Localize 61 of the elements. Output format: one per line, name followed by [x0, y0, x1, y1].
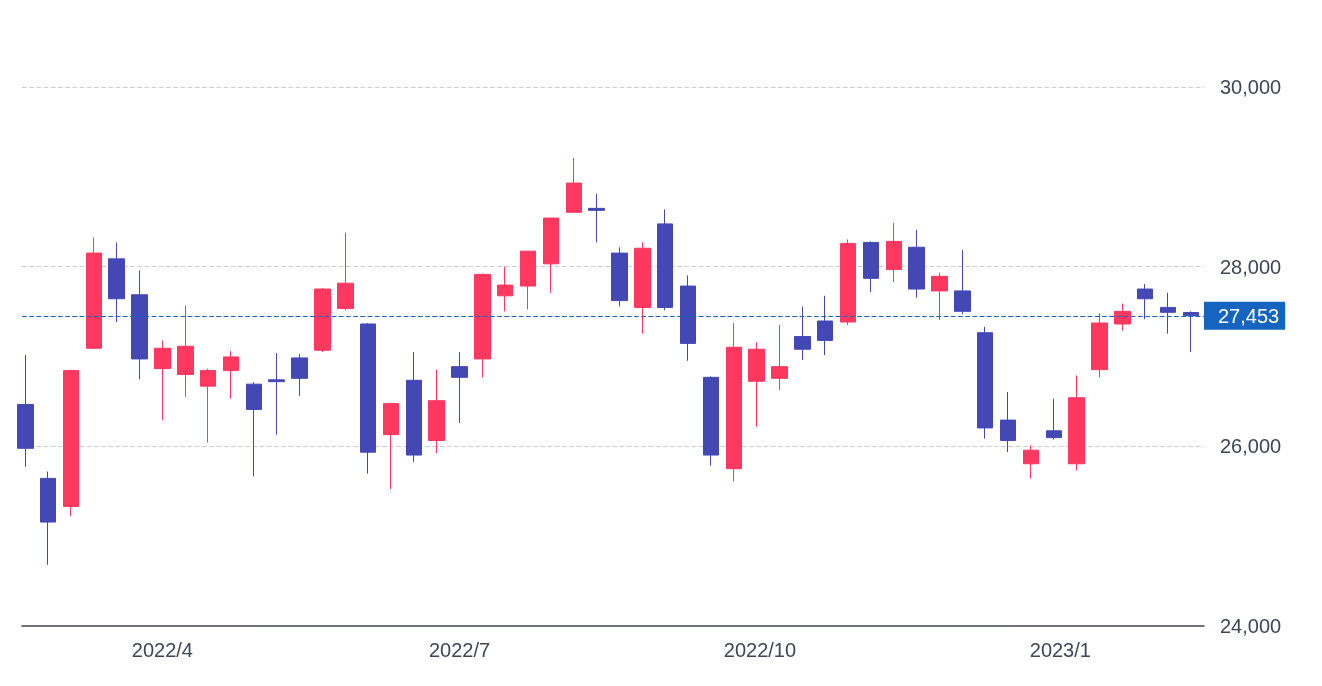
candlestick: [1137, 283, 1153, 320]
x-tick-label: 2022/4: [131, 639, 193, 661]
candlestick: [1160, 292, 1176, 335]
x-tick-label: 2023/1: [1029, 639, 1091, 661]
candlestick: [543, 217, 559, 294]
candlestick: [428, 369, 445, 454]
candlestick: [954, 249, 971, 315]
candlestick: [1000, 391, 1016, 453]
candlestick: [291, 353, 308, 397]
candlestick: [566, 157, 582, 213]
candlestick: [223, 350, 239, 400]
y-tick-label: 30,000: [1220, 76, 1282, 98]
candlestick: [771, 324, 788, 391]
candlestick: [680, 274, 696, 362]
candlestick: [817, 295, 833, 356]
candlestick: [17, 354, 34, 468]
candlestick: [1114, 303, 1131, 332]
candlestick: [611, 246, 628, 307]
candlestick: [794, 305, 811, 361]
candlestick: [1068, 374, 1085, 472]
candlestick: [131, 270, 148, 380]
candlestick: [314, 287, 331, 353]
candlestick: [40, 471, 56, 566]
candlestick: [200, 368, 216, 443]
candlestick: [840, 238, 856, 326]
candlestick: [497, 266, 513, 312]
candlestick: [1046, 398, 1062, 441]
candlestick: [1091, 312, 1108, 378]
candlestick: [703, 375, 719, 467]
candlestick: [977, 326, 993, 440]
candlestick: [520, 250, 536, 310]
candlestick: [657, 208, 673, 311]
candlestick: [588, 193, 605, 243]
y-tick-label: 26,000: [1220, 435, 1282, 458]
candlestick: [748, 341, 765, 428]
candlestick: [406, 351, 422, 463]
candlestick: [108, 241, 125, 323]
candlestick: [451, 351, 468, 424]
candlestick: [383, 402, 399, 490]
ref-line-label: 27,453: [1218, 304, 1280, 327]
y-tick-label: 28,000: [1220, 255, 1282, 278]
candlestick: [63, 369, 79, 517]
candlestick: [474, 272, 491, 378]
candlestick: [177, 304, 194, 398]
y-tick-label: 24,000: [1220, 615, 1282, 637]
candlestick: [268, 352, 285, 436]
candlestick: [886, 222, 902, 283]
candlestick: [634, 241, 651, 335]
candlestick: [863, 240, 879, 293]
candlestick: [931, 272, 948, 321]
candlestick: [1183, 310, 1199, 353]
candlestick: [360, 322, 376, 475]
candlestick: [86, 237, 102, 350]
x-tick-label: 2022/7: [428, 639, 491, 661]
candlestick: [246, 381, 262, 477]
candlestick: [726, 322, 742, 482]
candlestick: [337, 232, 354, 311]
candlestick: [908, 229, 925, 299]
candlestick: [154, 339, 171, 421]
candlestick: [1023, 444, 1039, 479]
x-tick-label: 2022/10: [723, 639, 797, 661]
